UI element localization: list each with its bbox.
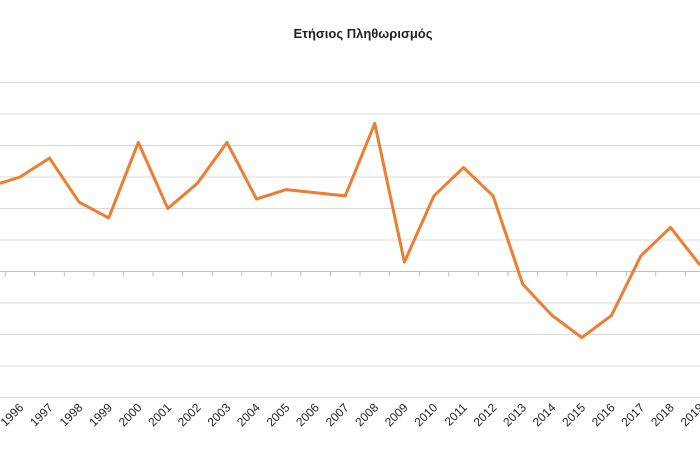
- x-tick-label: 2018: [648, 400, 677, 429]
- x-tick-label: 2019: [678, 400, 700, 429]
- x-tick-label: 2010: [412, 400, 441, 429]
- x-tick-label: 1997: [27, 400, 56, 429]
- x-tick-label: 1996: [0, 400, 27, 429]
- x-tick-label: 2006: [293, 400, 322, 429]
- x-tick-label: 2009: [382, 400, 411, 429]
- x-tick-label: 2017: [619, 400, 648, 429]
- chart-title: Ετήσιος Πληθωρισμός: [293, 26, 432, 41]
- x-tick-label: 2014: [530, 400, 559, 429]
- x-tick-label: 2015: [559, 400, 588, 429]
- x-tick-label: 2016: [589, 400, 618, 429]
- x-tick-label: 2002: [175, 400, 204, 429]
- x-tick-label: 1998: [57, 400, 86, 429]
- x-tick-label: 2004: [234, 400, 263, 429]
- x-tick-label: 2003: [205, 400, 234, 429]
- x-tick-label: 2008: [352, 400, 381, 429]
- x-tick-label: 2007: [323, 400, 352, 429]
- x-tick-label: 2011: [442, 400, 470, 428]
- x-tick-label: 2005: [264, 400, 293, 429]
- x-tick-label: 2012: [471, 400, 500, 429]
- x-tick-label: 2000: [116, 400, 145, 429]
- x-tick-label: 2001: [145, 400, 174, 429]
- x-tick-label: 1999: [86, 400, 115, 429]
- x-tick-label: 2013: [500, 400, 529, 429]
- line-series: [0, 122, 700, 340]
